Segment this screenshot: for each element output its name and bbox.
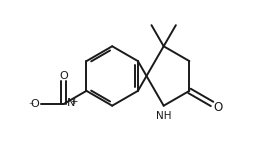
Text: NH: NH bbox=[156, 111, 171, 121]
Text: O: O bbox=[59, 71, 68, 81]
Text: N: N bbox=[67, 98, 75, 108]
Text: O: O bbox=[31, 99, 40, 109]
Text: +: + bbox=[70, 97, 78, 106]
Text: ⁻: ⁻ bbox=[28, 101, 33, 111]
Text: O: O bbox=[213, 101, 222, 114]
